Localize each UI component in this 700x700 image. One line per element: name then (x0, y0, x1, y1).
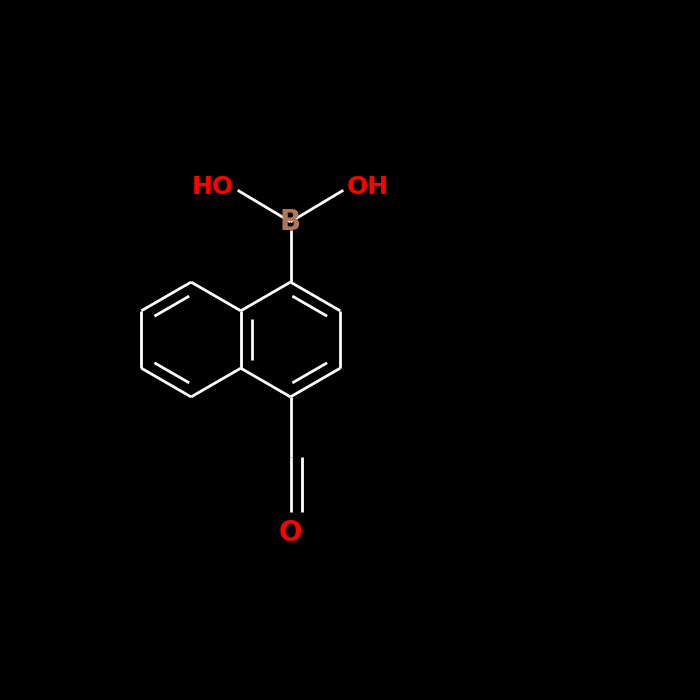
Text: HO: HO (192, 175, 234, 199)
Text: B: B (280, 208, 301, 236)
Text: O: O (279, 519, 302, 547)
Text: OH: OH (346, 175, 389, 199)
